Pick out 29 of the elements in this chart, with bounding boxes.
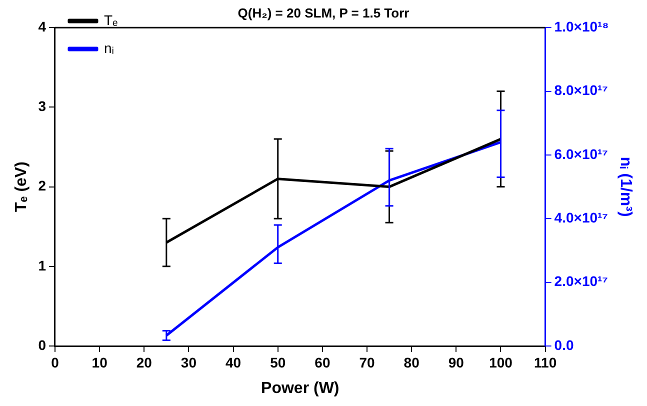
x-tick-label: 10 (92, 354, 108, 370)
y2-tick-label: 6.0×10¹⁷ (554, 146, 608, 162)
y-tick-label: 1 (38, 257, 46, 274)
x-axis-title: Power (W) (261, 380, 340, 397)
y2-tick-label: 1.0×10¹⁸ (554, 18, 609, 34)
x-tick-label: 70 (359, 354, 376, 370)
x-tick-label: 40 (225, 354, 242, 370)
x-tick-label: 30 (180, 354, 197, 370)
y2-tick-label: 2.0×10¹⁷ (554, 273, 608, 290)
y-tick-label: 0 (38, 336, 46, 353)
y2-tick-label: 8.0×10¹⁷ (554, 82, 608, 98)
x-tick-label: 60 (314, 354, 330, 370)
y-tick-label: 2 (38, 178, 46, 194)
x-tick-label: 0 (51, 354, 60, 370)
y-axis-title: Tₑ (eV) (13, 162, 30, 212)
x-tick-label: 100 (489, 354, 513, 370)
chart-title: Q(H₂) = 20 SLM, P = 1.5 Torr (238, 5, 410, 20)
legend-label: nᵢ (104, 40, 114, 56)
y2-tick-label: 0.0 (554, 336, 574, 353)
y-tick-label: 3 (38, 98, 46, 114)
x-tick-label: 80 (404, 354, 420, 370)
legend-label: Tₑ (104, 12, 118, 28)
x-tick-label: 20 (136, 354, 152, 370)
x-tick-label: 90 (448, 354, 464, 370)
x-tick-label: 50 (270, 354, 286, 370)
y2-tick-label: 4.0×10¹⁷ (554, 210, 608, 226)
y-tick-label: 4 (38, 18, 46, 34)
y2-axis-title: nᵢ (1/m³) (616, 156, 634, 217)
x-tick-label: 110 (534, 354, 557, 370)
